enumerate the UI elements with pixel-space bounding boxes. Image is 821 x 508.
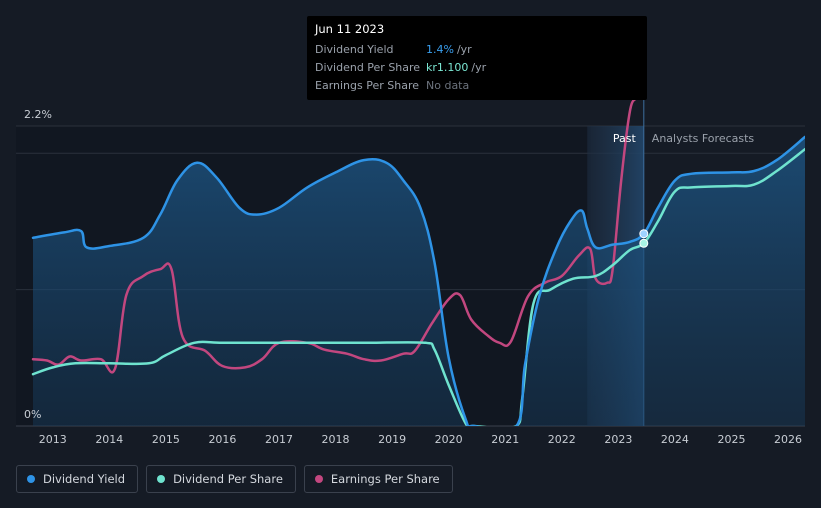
tooltip-label: Earnings Per Share: [315, 79, 420, 92]
y-tick-label: 0%: [24, 408, 41, 421]
x-tick-label: 2023: [604, 433, 632, 446]
earnings-per-share-line: [31, 97, 637, 374]
forecast-label: Analysts Forecasts: [652, 132, 755, 145]
dot-icon: [314, 475, 323, 483]
past-label: Past: [613, 132, 637, 145]
tooltip-value: No data: [426, 79, 470, 92]
x-tick-label: 2015: [152, 433, 180, 446]
legend-label: Dividend Yield: [43, 472, 126, 486]
tooltip-value: 1.4%: [426, 43, 454, 56]
legend-item-dividend-yield[interactable]: Dividend Yield: [16, 465, 139, 493]
dividend-yield-line: [31, 135, 805, 426]
tooltip-row-dividend-yield: Dividend Yield 1.4% /yr: [315, 41, 639, 59]
x-tick-label: 2026: [774, 433, 802, 446]
legend-label: Dividend Per Share: [173, 472, 283, 486]
x-tick-label: 2016: [208, 433, 236, 446]
x-tick-label: 2025: [717, 433, 745, 446]
legend-label: Earnings Per Share: [330, 472, 440, 486]
hover-tooltip: Jun 11 2023 Dividend Yield 1.4% /yr Divi…: [307, 16, 647, 100]
dividend-per-share-line: [31, 147, 805, 426]
x-tick-label: 2014: [95, 433, 123, 446]
dividend-per-share-marker: [639, 238, 649, 248]
x-tick-label: 2024: [661, 433, 689, 446]
tooltip-row-dividend-per-share: Dividend Per Share kr1.100 /yr: [315, 59, 639, 77]
legend-item-earnings-per-share[interactable]: Earnings Per Share: [303, 465, 453, 493]
x-tick-label: 2013: [39, 433, 67, 446]
tooltip-value: kr1.100: [426, 61, 469, 74]
dot-icon: [157, 475, 166, 483]
tooltip-unit: /yr: [471, 61, 487, 74]
dividend-yield-area: [33, 136, 805, 426]
tooltip-date: Jun 11 2023: [315, 22, 385, 36]
tooltip-row-earnings-per-share: Earnings Per Share No data: [315, 77, 639, 95]
tooltip-unit: /yr: [456, 43, 472, 56]
x-tick-label: 2020: [435, 433, 463, 446]
y-tick-label: 2.2%: [24, 108, 52, 121]
chart-legend: Dividend Yield Dividend Per Share Earnin…: [16, 465, 453, 493]
x-tick-label: 2021: [491, 433, 519, 446]
x-tick-label: 2018: [322, 433, 350, 446]
legend-item-dividend-per-share[interactable]: Dividend Per Share: [146, 465, 296, 493]
dot-icon: [27, 475, 35, 483]
x-tick-label: 2019: [378, 433, 406, 446]
x-tick-label: 2022: [548, 433, 576, 446]
dividend-yield-marker: [639, 229, 649, 239]
tooltip-label: Dividend Yield: [315, 43, 394, 56]
tooltip-label: Dividend Per Share: [315, 61, 421, 74]
x-tick-label: 2017: [265, 433, 293, 446]
